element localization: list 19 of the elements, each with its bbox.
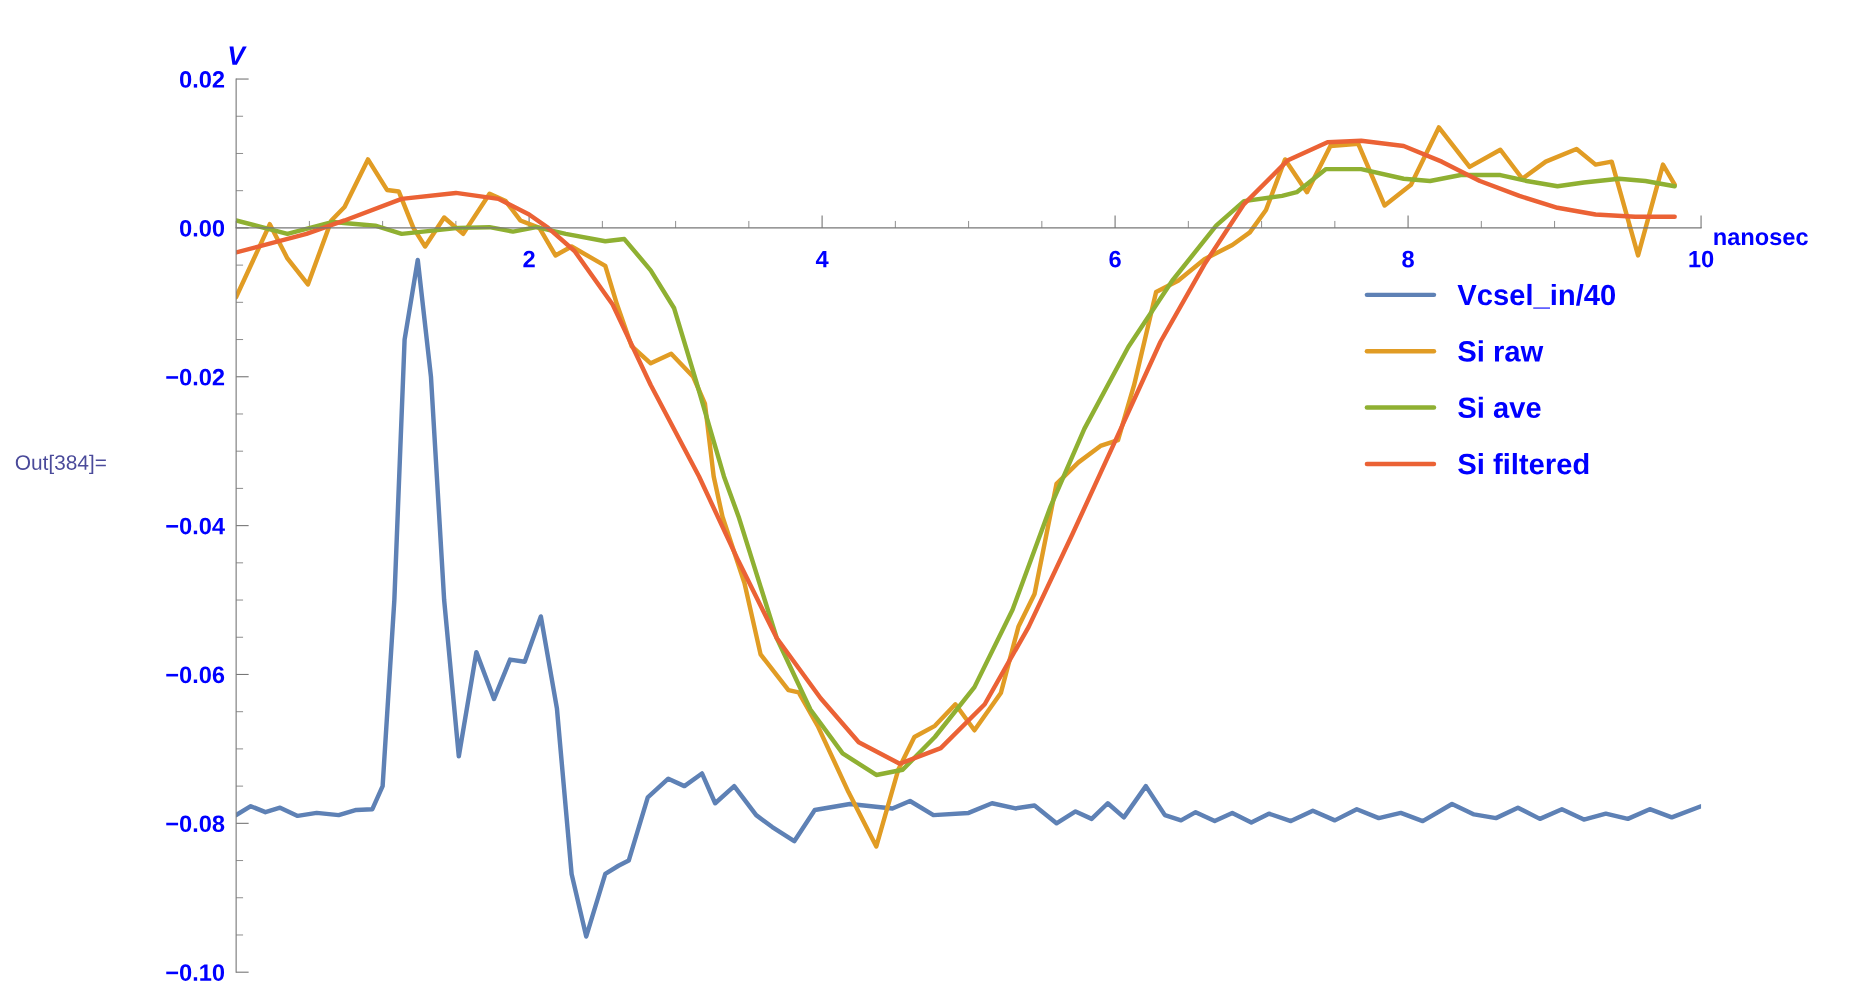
y-tick-label: −0.08	[166, 815, 225, 833]
y-tick-label: 0.02	[180, 71, 225, 88]
y-tick-label: 0.00	[180, 219, 225, 237]
x-tick-label: 4	[815, 250, 829, 268]
y-axis-title: V	[229, 46, 247, 65]
x-tick-label: 2	[523, 250, 535, 268]
y-tick-label: −0.02	[166, 368, 225, 386]
text: Out[384]=	[15, 454, 106, 475]
legend-label: Si filtered	[1458, 452, 1589, 475]
y-tick-label: −0.04	[166, 517, 225, 535]
legend-label: Si ave	[1458, 396, 1541, 419]
y-tick-label: −0.10	[166, 964, 225, 981]
y-tick-label: −0.06	[166, 666, 225, 684]
x-axis-title: nanosec	[1714, 232, 1808, 246]
legend-label: Si raw	[1458, 340, 1544, 362]
x-tick-label: 10	[1689, 250, 1714, 268]
x-tick-label: 6	[1109, 250, 1121, 268]
x-tick-label: 8	[1402, 250, 1414, 268]
legend-label: Vcsel_in/40	[1457, 283, 1616, 309]
